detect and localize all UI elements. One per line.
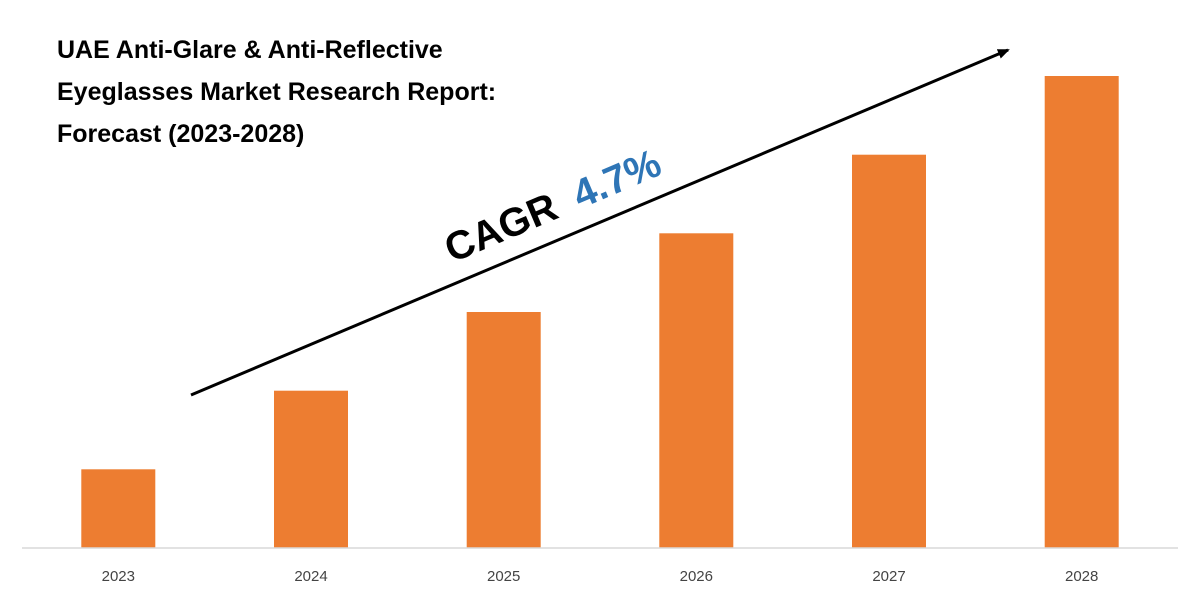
cagr-trend-arrow (190, 48, 1010, 397)
x-tick-label-2025: 2025 (487, 568, 520, 585)
x-tick-label-2027: 2027 (872, 568, 905, 585)
chart-title-line-2: Eyeglasses Market Research Report: (57, 78, 496, 106)
bars (81, 76, 1119, 549)
cagr-value: 4.7% (566, 141, 667, 217)
bar-2024 (274, 390, 348, 548)
x-tick-label-2028: 2028 (1065, 568, 1098, 585)
chart-title-line-3: Forecast (2023-2028) (57, 120, 304, 148)
bar-2026 (659, 233, 734, 549)
cagr-label: CAGR (438, 185, 564, 271)
x-tick-label-2026: 2026 (680, 568, 713, 585)
x-tick-label-2023: 2023 (102, 568, 135, 585)
x-tick-label-2024: 2024 (294, 568, 327, 585)
bar-2023 (81, 469, 156, 548)
bar-2028 (1044, 76, 1119, 548)
bar-2025 (466, 312, 541, 548)
chart-title-line-1: UAE Anti-Glare & Anti-Reflective (57, 36, 443, 64)
x-axis-tick-labels: 2023 2024 2025 2026 2027 2028 (102, 568, 1099, 585)
cagr-annotation: CAGR 4.7% (438, 141, 667, 271)
chart-title: UAE Anti-Glare & Anti-Reflective Eyeglas… (57, 36, 496, 148)
bar-2027 (852, 154, 926, 548)
